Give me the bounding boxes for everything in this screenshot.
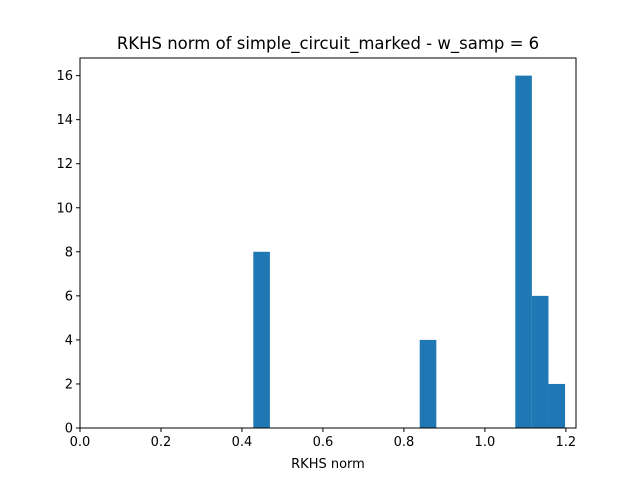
histogram-bar-2	[515, 75, 532, 429]
x-tick-label: 0.4	[232, 435, 253, 450]
histogram-bar-3	[531, 295, 549, 428]
y-tick-label: 2	[65, 377, 73, 392]
y-axis-ticks: 0 2 4 6 8 10 12 14 16	[56, 69, 80, 437]
x-tick-label: 0.6	[313, 435, 334, 450]
y-tick-label: 8	[65, 245, 73, 260]
y-tick-label: 4	[65, 333, 73, 348]
x-axis-ticks: 0.0 0.2 0.4 0.6 0.8 1.0 1.2	[70, 428, 577, 450]
x-tick-label: 1.2	[556, 435, 577, 450]
x-tick-label: 0.8	[394, 435, 415, 450]
bars-group	[253, 75, 566, 429]
plot-frame	[79, 57, 577, 429]
y-tick-label: 12	[56, 157, 73, 172]
y-tick-label: 16	[56, 69, 73, 84]
y-tick-label: 0	[65, 422, 73, 437]
y-tick-label: 6	[65, 289, 73, 304]
x-tick-label: 1.0	[475, 435, 496, 450]
histogram-bar-1	[419, 339, 437, 428]
histogram-bar-4	[548, 383, 566, 428]
x-tick-label: 0.0	[70, 435, 91, 450]
y-tick-label: 14	[56, 113, 73, 128]
y-tick-label: 10	[56, 201, 73, 216]
x-axis-label: RKHS norm	[291, 457, 365, 472]
histogram-bar-0	[253, 251, 270, 428]
x-tick-label: 0.2	[151, 435, 172, 450]
chart-title: RKHS norm of simple_circuit_marked - w_s…	[117, 34, 539, 54]
